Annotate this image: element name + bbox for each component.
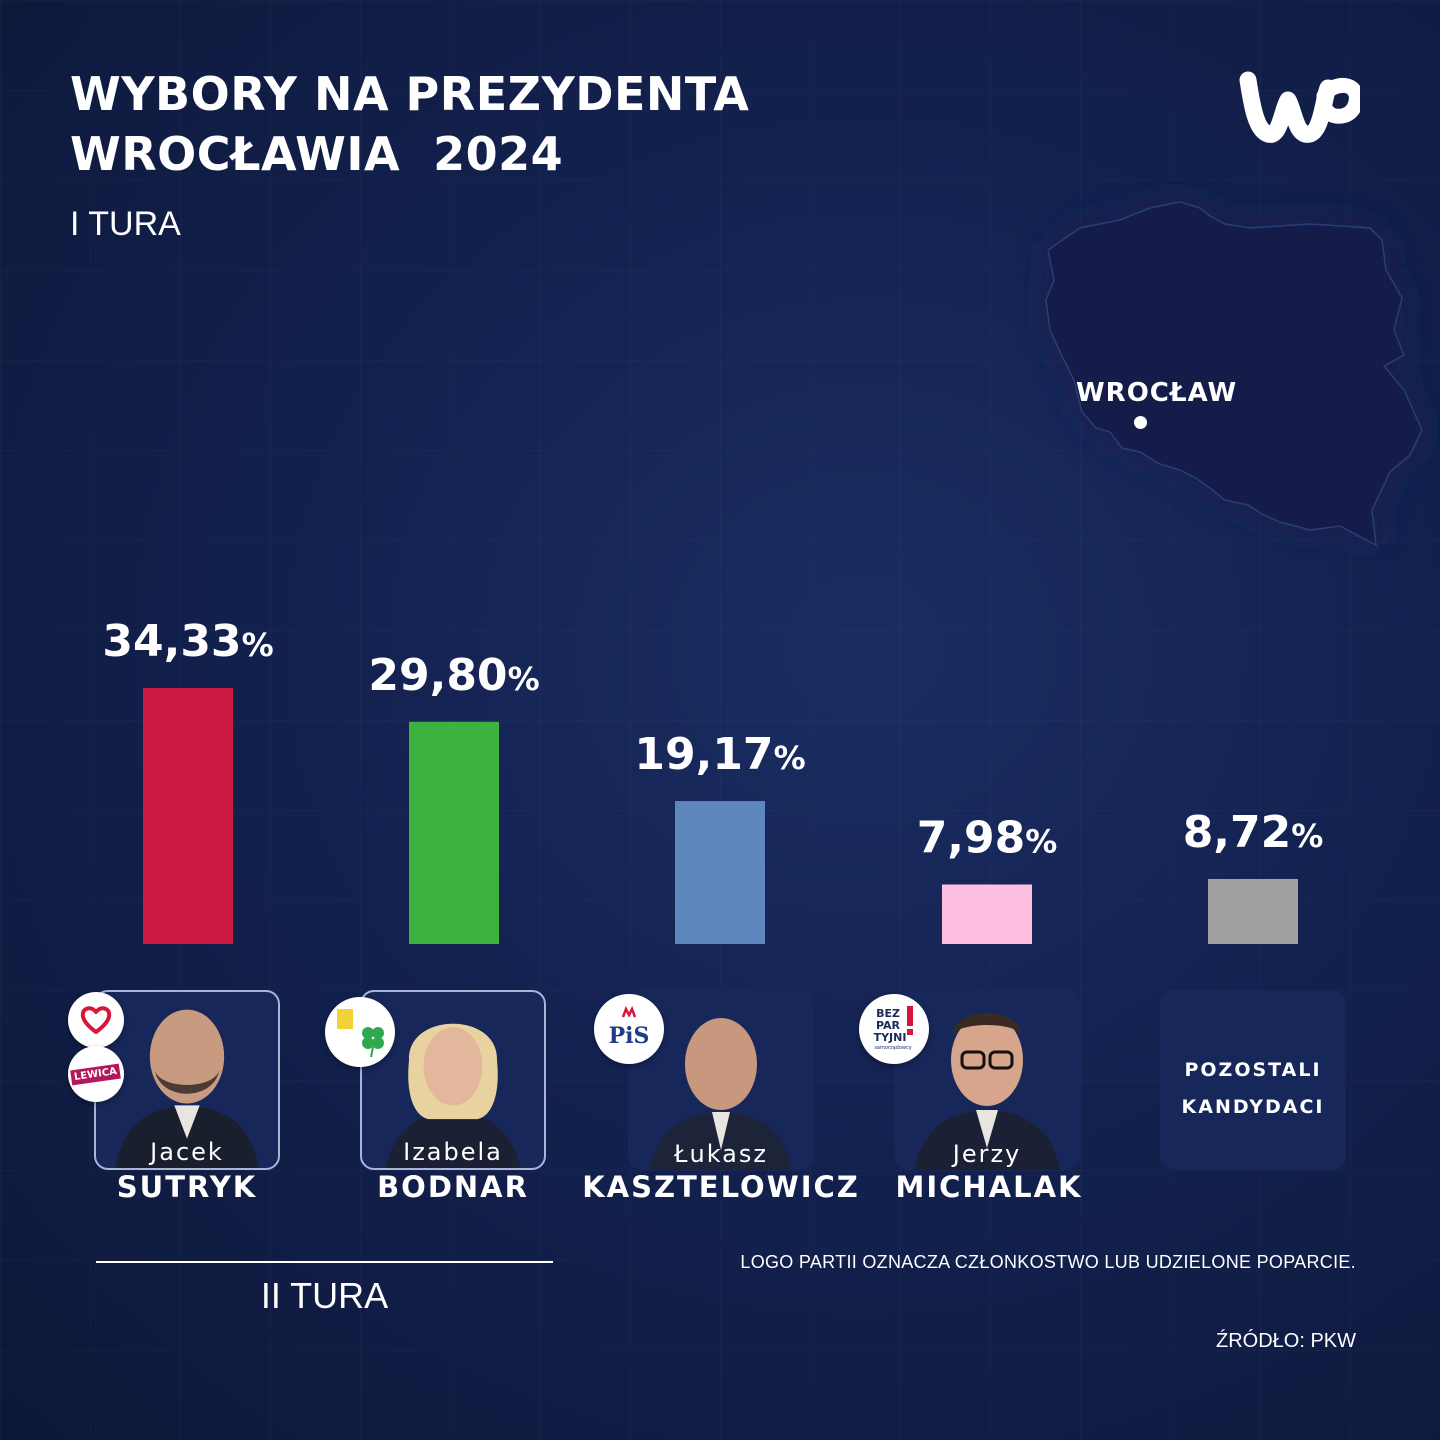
others-label: POZOSTALI KANDYDACI	[1160, 1052, 1346, 1126]
bar-5	[1208, 878, 1298, 944]
second-round-label: II TURA	[260, 1275, 389, 1316]
candidate-last-name: SUTRYK	[116, 1170, 258, 1204]
bar-value-label-1: 34,33%	[102, 616, 273, 667]
bezpartyjni-text-3: TYJNI	[874, 1031, 907, 1044]
candidate-card-kasztelowicz: Łukasz	[628, 990, 814, 1170]
candidate-last-name: KASZTELOWICZ	[582, 1170, 860, 1204]
footnote: LOGO PARTII OZNACZA CZŁONKOSTWO LUB UDZI…	[740, 1252, 1356, 1272]
candidate-first-name: Jerzy	[952, 1140, 1022, 1168]
wp-logo-icon	[1239, 71, 1360, 143]
second-round-divider	[96, 1261, 553, 1263]
candidate-photo	[385, 1023, 521, 1168]
bar-value-label-3: 19,17%	[634, 729, 805, 780]
pis-logo-text: PiS	[609, 1023, 650, 1049]
lewica-logo-icon: LEWICA	[68, 1046, 124, 1102]
candidate-last-name: MICHALAK	[895, 1170, 1083, 1204]
bezpartyjni-text-1: BEZ	[876, 1007, 900, 1020]
lewica-logo-text: LEWICA	[70, 1063, 122, 1085]
bar-value-label-5: 8,72%	[1183, 807, 1324, 858]
pis-logo-icon: PiS	[594, 994, 664, 1064]
bar-value-label-4: 7,98%	[917, 812, 1058, 863]
round-label: I TURA	[70, 205, 181, 243]
bars-group	[143, 688, 1298, 944]
city-label: WROCŁAW	[1076, 378, 1238, 408]
poland-map-icon	[1045, 201, 1423, 547]
candidate-photo	[650, 1018, 792, 1170]
bezpartyjni-logo-icon: BEZ PAR TYJNI samorządowcy	[859, 994, 929, 1064]
bar-2	[409, 721, 499, 944]
heart-logo-icon	[68, 992, 124, 1048]
bezpartyjni-text-4: samorządowcy	[874, 1045, 911, 1051]
candidate-first-name: Izabela	[403, 1138, 503, 1166]
clover-logo-icon	[325, 997, 395, 1067]
candidate-first-name: Jacek	[150, 1138, 224, 1166]
others-card: POZOSTALI KANDYDACI	[1160, 990, 1346, 1170]
candidate-photo	[115, 1009, 259, 1168]
city-marker	[1134, 416, 1147, 429]
bar-4	[942, 884, 1032, 944]
title-line-2: WROCŁAWIA 2024	[70, 127, 564, 181]
bar-1	[143, 688, 233, 944]
bezpartyjni-text-2: PAR	[876, 1019, 901, 1032]
bar-value-label-2: 29,80%	[368, 650, 539, 701]
others-label-line-1: POZOSTALI	[1184, 1059, 1322, 1081]
value-labels-group: 34,33% 29,80% 19,17% 7,98% 8,72%	[102, 616, 1323, 863]
bar-3	[675, 801, 765, 944]
candidate-card-bodnar: Izabela	[360, 990, 546, 1170]
page-title: WYBORY NA PREZYDENTA WROCŁAWIA 2024	[70, 64, 749, 184]
title-line-1: WYBORY NA PREZYDENTA	[70, 67, 750, 121]
source-label: ŹRÓDŁO: PKW	[1215, 1330, 1356, 1352]
candidate-card-sutryk: Jacek	[94, 990, 280, 1170]
candidate-last-name: BODNAR	[377, 1170, 529, 1204]
candidate-first-name: Łukasz	[674, 1140, 768, 1168]
candidate-photo	[914, 1013, 1060, 1170]
others-label-line-2: KANDYDACI	[1181, 1096, 1325, 1118]
